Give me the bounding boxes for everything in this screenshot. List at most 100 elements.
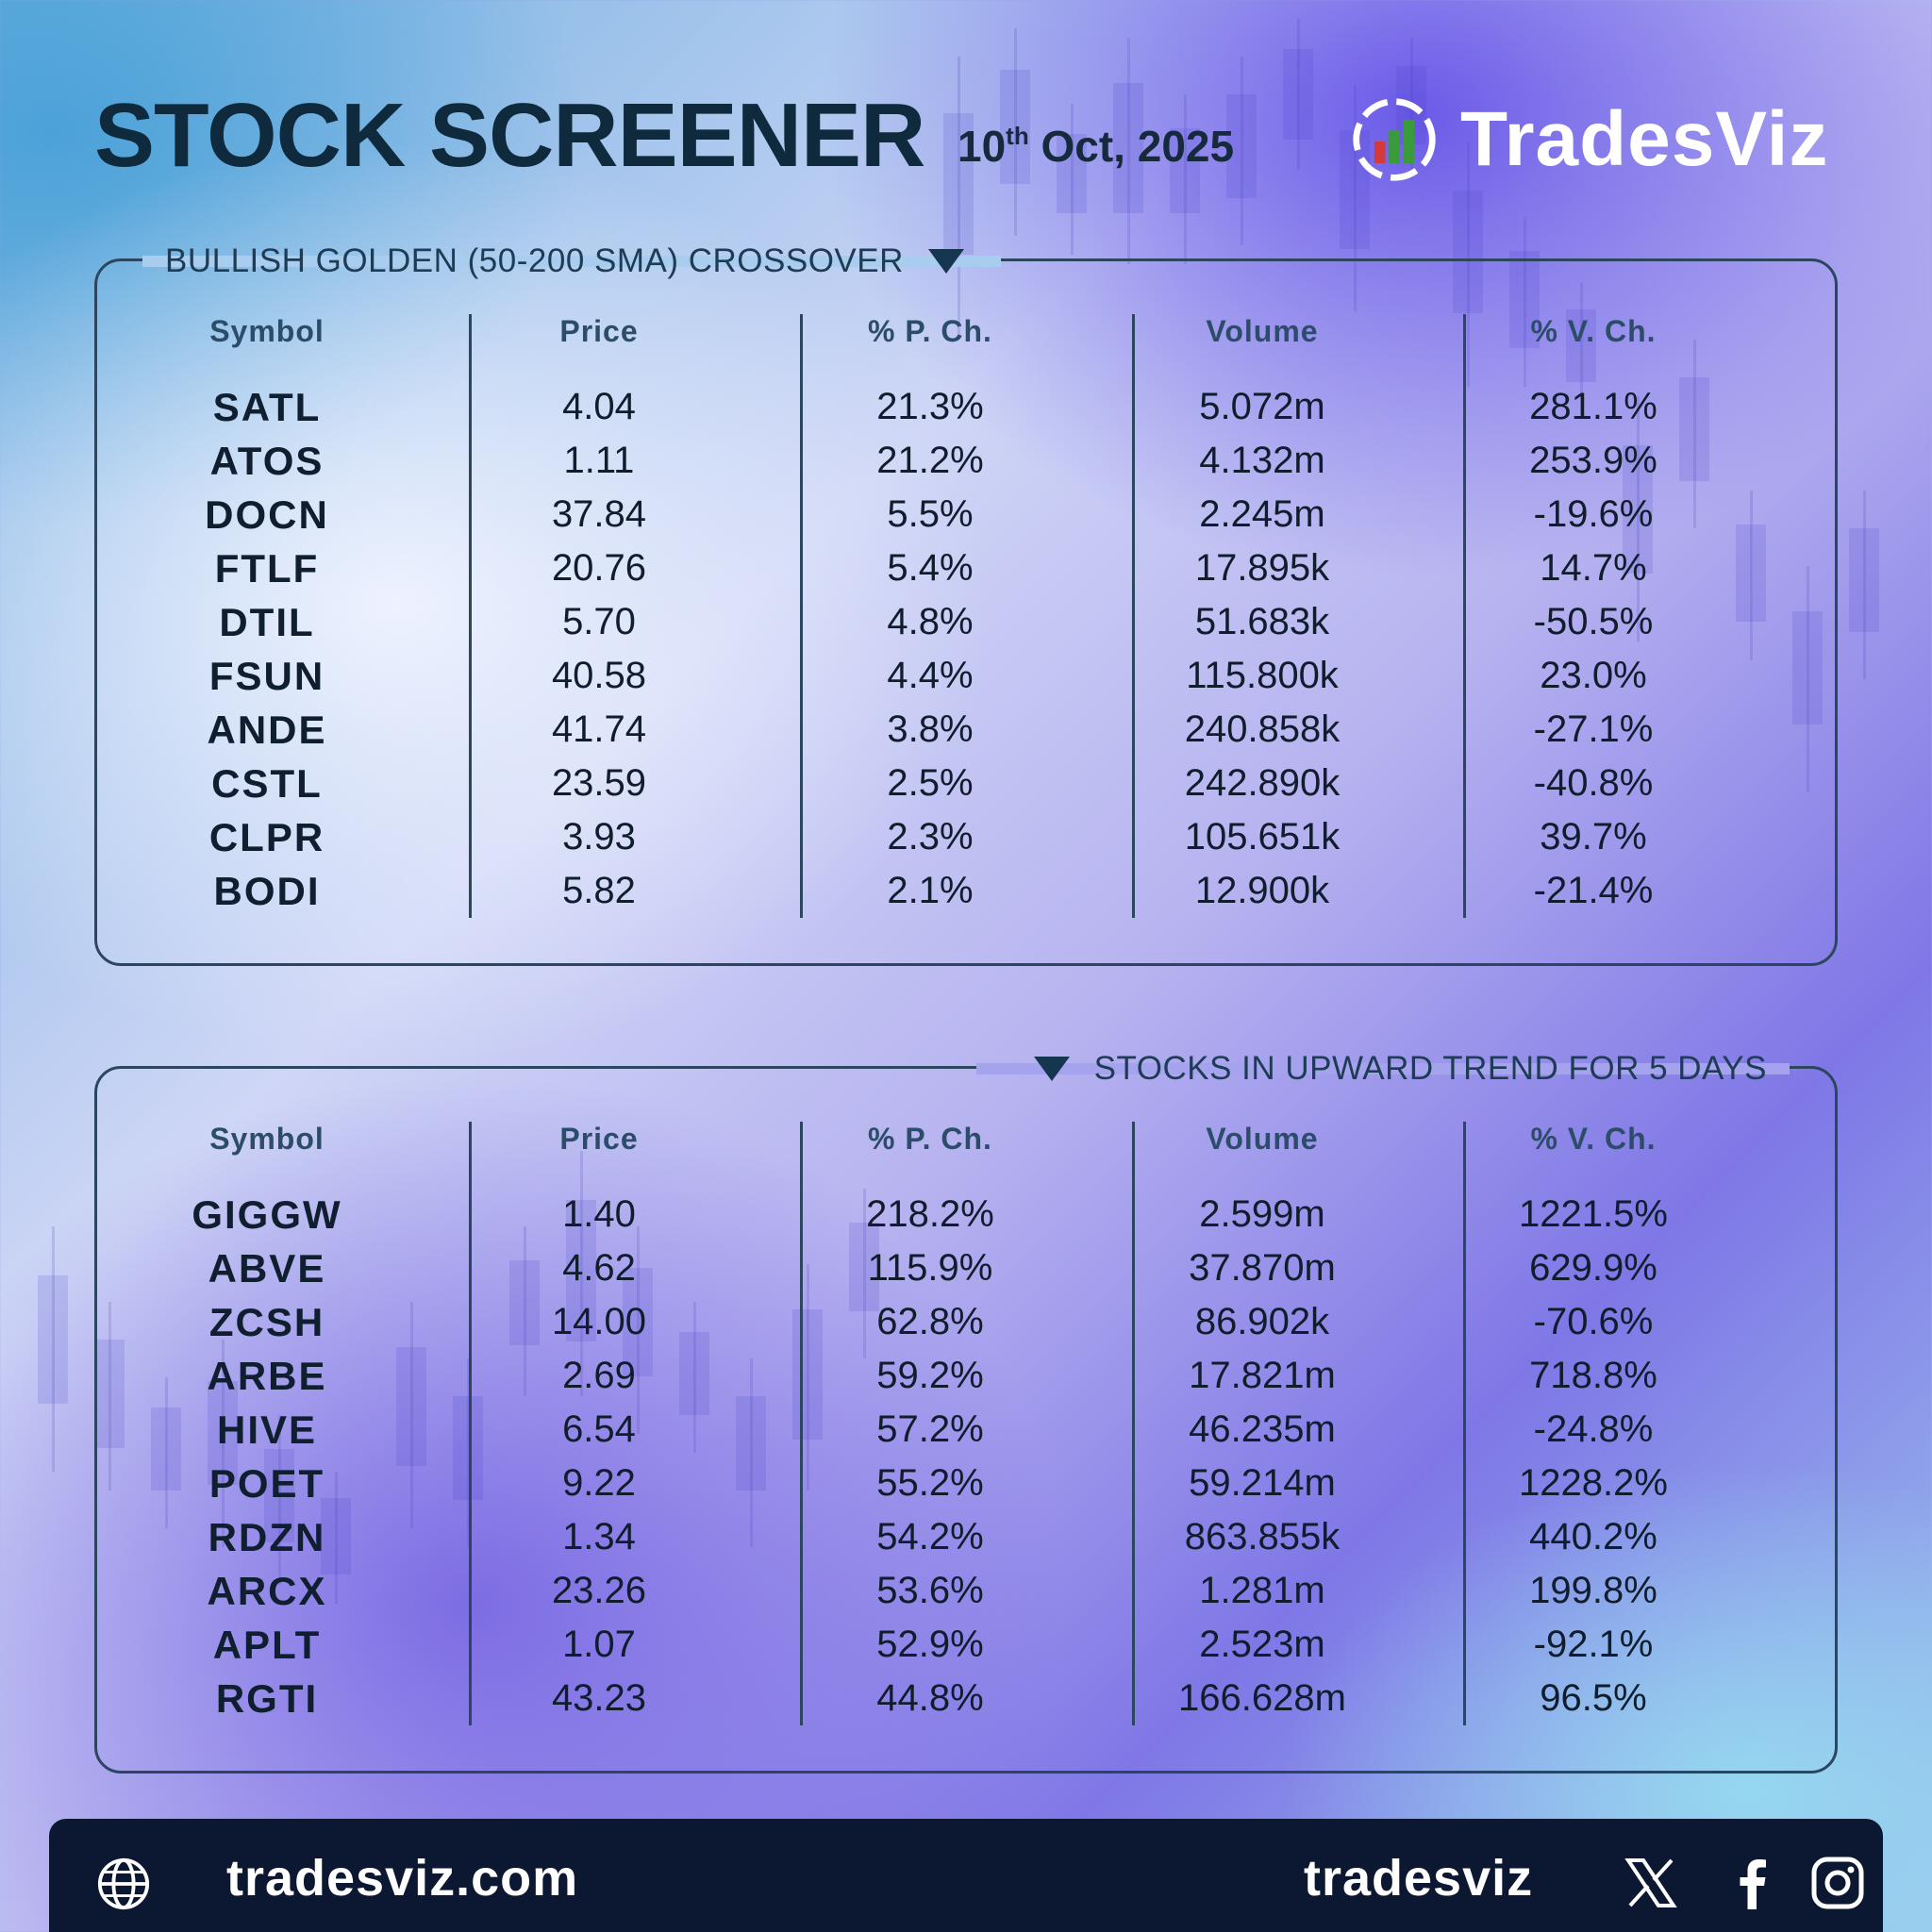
brand-name: TradesViz [1460,96,1829,182]
column-cells: 2.599m 37.870m 86.902k 17.821m 46.235m 59.214… [1096,1188,1428,1725]
value-cell: 62.8% [876,1301,984,1342]
value-cell: 55.2% [876,1462,984,1504]
symbol-cell[interactable]: SATL [212,385,322,429]
value-cell: 39.7% [1540,816,1647,858]
price-column: Price 4.04 1.11 37.84 20.76 5.70 40.58 41.74 23.… [433,314,765,918]
symbol-cell[interactable]: ARCX [207,1569,327,1613]
symbol-cell[interactable]: APLT [212,1623,322,1667]
candle-wick [1296,19,1300,170]
social-handle[interactable]: tradesviz [1304,1850,1534,1907]
value-cell: -50.5% [1533,601,1654,642]
value-cell: 2.523m [1199,1624,1325,1665]
column-cells: 218.2% 115.9% 62.8% 59.2% 57.2% 55.2% 54.2% 53.… [764,1188,1096,1725]
value-cell: 96.5% [1540,1677,1647,1719]
website-link[interactable]: tradesviz.com [226,1850,579,1907]
symbol-cell[interactable]: DTIL [219,600,315,644]
date-rest: Oct, 2025 [1028,122,1235,171]
value-cell: -92.1% [1533,1624,1654,1665]
value-cell: 1.281m [1199,1570,1325,1611]
column-divider [1463,314,1466,918]
value-cell: 440.2% [1529,1516,1657,1557]
column-cells: SATL ATOS DOCN FTLF DTIL FSUN ANDE CSTL CLPR BODI [101,380,433,918]
candle-body [1283,49,1313,140]
column-divider [1132,1122,1135,1725]
symbol-cell[interactable]: ATOS [209,439,325,483]
panel-title-gap [976,1063,1790,1074]
value-cell: 23.26 [551,1570,647,1611]
value-cell: 2.1% [887,870,974,911]
symbol-cell[interactable]: CLPR [208,815,325,859]
value-cell: 2.69 [562,1355,636,1396]
symbol-cell[interactable]: DOCN [205,492,329,537]
value-cell: 57.2% [876,1408,984,1450]
value-cell: -27.1% [1533,708,1654,750]
value-cell: 5.82 [562,870,636,911]
value-cell: 4.04 [562,386,636,427]
symbol-column: Symbol SATL ATOS DOCN FTLF DTIL FSUN ANDE CSTL CL… [101,314,433,918]
globe-icon [97,1857,150,1910]
value-cell: 53.6% [876,1570,984,1611]
symbol-cell[interactable]: FTLF [214,546,320,591]
value-cell: 40.58 [551,655,647,696]
column-cells: 5.072m 4.132m 2.245m 17.895k 51.683k 115.800k… [1096,380,1428,918]
symbol-cell[interactable]: ABVE [208,1246,326,1291]
value-cell: 14.7% [1540,547,1647,589]
page-header: STOCK SCREENER [94,87,925,181]
value-cell: 5.4% [887,547,974,589]
symbol-cell[interactable]: ZCSH [208,1300,325,1344]
value-cell: 54.2% [876,1516,984,1557]
value-cell: 59.214m [1189,1462,1336,1504]
symbol-cell[interactable]: CSTL [211,761,323,806]
price-change-column: % P. Ch. 218.2% 115.9% 62.8% 59.2% 57.2% 55.2%… [764,1122,1096,1725]
value-cell: 12.900k [1194,870,1330,911]
symbol-cell[interactable]: ARBE [207,1354,327,1398]
value-cell: 718.8% [1529,1355,1657,1396]
value-cell: 240.858k [1184,708,1341,750]
column-header: % P. Ch. [868,1122,992,1156]
volume-column: Volume 2.599m 37.870m 86.902k 17.821m 46.235m… [1096,1122,1428,1725]
value-cell: 5.072m [1199,386,1325,427]
column-divider [1132,314,1135,918]
symbol-cell[interactable]: RGTI [215,1676,319,1721]
column-cells: 4.04 1.11 37.84 20.76 5.70 40.58 41.74 23.59 3.9… [433,380,765,918]
symbol-cell[interactable]: FSUN [208,654,325,698]
symbol-cell[interactable]: POET [208,1461,325,1506]
value-cell: 4.62 [562,1247,636,1289]
value-cell: 105.651k [1184,816,1341,858]
symbol-cell[interactable]: HIVE [216,1407,318,1452]
x-icon[interactable] [1623,1855,1679,1911]
panel-title-gap [142,256,1001,267]
symbol-cell[interactable]: RDZN [208,1515,326,1559]
column-header: Symbol [209,1122,325,1156]
column-divider [469,314,472,918]
triangle-down-icon [927,249,964,274]
report-date: 10th Oct, 2025 [958,121,1234,172]
value-cell: 1.11 [563,440,635,481]
date-day: 10 [958,122,1007,171]
value-cell: 115.800k [1186,655,1339,696]
value-cell: 1.40 [562,1193,636,1235]
price-column: Price 1.40 4.62 14.00 2.69 6.54 9.22 1.34 23.26 1… [433,1122,765,1725]
panel-title-text: BULLISH GOLDEN (50-200 SMA) CROSSOVER [165,242,904,279]
symbol-cell[interactable]: BODI [213,869,321,913]
value-cell: -19.6% [1533,493,1654,535]
column-header: % V. Ch. [1530,1122,1657,1156]
facebook-icon[interactable] [1724,1855,1781,1911]
column-cells: 1.40 4.62 14.00 2.69 6.54 9.22 1.34 23.26 1.07 43… [433,1188,765,1725]
triangle-down-icon [1033,1057,1070,1081]
value-cell: 59.2% [876,1355,984,1396]
column-header: Price [559,314,639,348]
symbol-cell[interactable]: GIGGW [192,1192,342,1237]
column-header: Volume [1206,314,1319,348]
price-change-column: % P. Ch. 21.3% 21.2% 5.5% 5.4% 4.8% 4.4% 3.8% 2.… [764,314,1096,918]
value-cell: 1228.2% [1519,1462,1668,1504]
symbol-cell[interactable]: ANDE [207,708,327,752]
value-cell: 46.235m [1189,1408,1336,1450]
candle-wick [51,1226,55,1472]
value-cell: 4.4% [887,655,974,696]
symbol-column: Symbol GIGGW ABVE ZCSH ARBE HIVE POET RDZN ARCX A… [101,1122,433,1725]
instagram-icon[interactable] [1809,1855,1866,1911]
panel-title: BULLISH GOLDEN (50-200 SMA) CROSSOVER [139,237,991,286]
upward-trend-panel: STOCKS IN UPWARD TREND FOR 5 DAYS Symbol… [94,1050,1838,1774]
screener-table: Symbol GIGGW ABVE ZCSH ARBE HIVE POET RDZN ARCX A… [97,1069,1835,1771]
